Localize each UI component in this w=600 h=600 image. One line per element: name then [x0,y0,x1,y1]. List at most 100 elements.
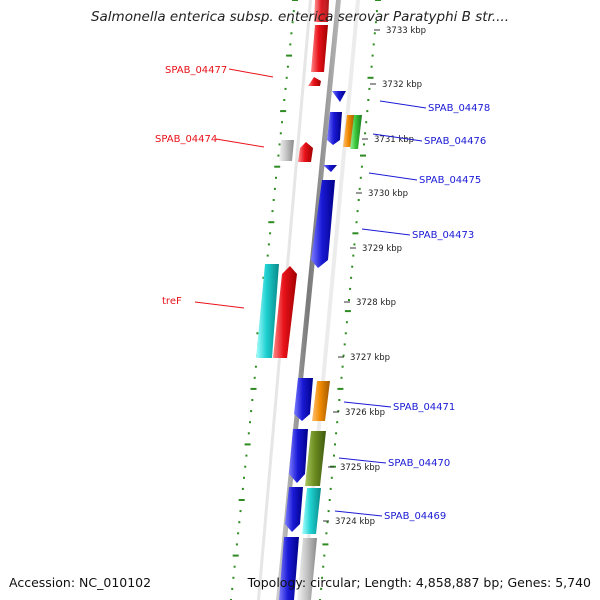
gc-dot [280,110,287,113]
gene-label[interactable]: SPAB_04476 [424,136,486,147]
gc-dot [322,543,329,546]
scale-tick-label: 3728 kbp [356,298,396,308]
gc-dot [333,454,335,457]
gene-arrow[interactable] [314,0,329,22]
gc-dot [237,532,240,535]
gc-dot [344,310,351,313]
gc-dot [277,154,280,157]
gc-dot [254,365,257,368]
gc-dot [343,343,346,346]
gene-leader-line [361,228,411,236]
gene-arrow[interactable] [279,140,294,161]
gc-dot [233,565,236,568]
gc-dot [328,499,331,501]
gene-arrow[interactable] [302,488,321,534]
gene-label[interactable]: SPAB_04475 [419,175,481,186]
gc-dot [367,99,370,101]
gene-arrow[interactable] [327,112,342,145]
gene-arrow[interactable] [294,378,313,421]
accession-info: Accession: NC_010102 [9,575,151,590]
gc-dot [241,487,244,490]
gc-dot [279,132,282,135]
gc-dot [344,332,347,335]
gene-leader-line [338,457,387,464]
gene-arrow[interactable] [311,25,328,72]
gc-dot [364,132,367,135]
gene-arrow[interactable] [332,91,346,102]
gene-label[interactable]: SPAB_04473 [412,230,474,241]
gc-dot [271,210,274,213]
accession-label: Accession: [9,575,76,590]
gene-leader-line [334,510,383,517]
gene-arrow[interactable] [312,381,330,421]
gene-label[interactable]: SPAB_04477 [165,65,227,76]
gc-dot [231,587,234,590]
genome-title: Salmonella enterica subsp. enterica sero… [90,9,510,25]
gene-arrow[interactable] [298,142,313,162]
gc-dot [327,510,330,513]
gene-leader-line [194,301,245,309]
gene-arrow[interactable] [285,487,303,532]
gc-dot [373,32,376,35]
genome-stats: Topology: circular; Length: 4,858,887 bp… [247,575,591,590]
gene-arrow[interactable] [323,165,337,172]
gc-dot [274,165,281,168]
gene-arrow[interactable] [289,429,308,483]
gc-dot [337,387,344,390]
gc-dot [374,21,377,24]
gene-arrow[interactable] [279,537,299,600]
gc-dot [238,499,245,501]
gc-dot [281,121,283,124]
gene-leader-line [379,100,427,109]
gene-arrow[interactable] [305,431,326,486]
gc-dot [371,54,374,57]
gc-dot [286,65,289,68]
gc-dot [292,0,298,1]
scale-tick-label: 3731 kbp [374,135,414,145]
gc-dot [337,410,340,413]
gc-dot [285,76,288,79]
scale-tick-label: 3733 kbp [386,26,426,36]
length-label: Length: [364,575,412,590]
gene-label[interactable]: treF [162,296,182,307]
gc-dot [342,354,345,357]
gc-dot [323,554,326,557]
gene-label[interactable]: SPAB_04469 [384,511,446,522]
gene-arrow[interactable] [350,115,362,149]
gc-dot [291,21,294,24]
gene-arrow[interactable] [297,538,317,600]
gene-label[interactable]: SPAB_04471 [393,402,455,413]
gc-dot [235,543,238,546]
gc-dot [321,576,324,579]
gc-dot [360,154,366,157]
accession-value: NC_010102 [79,575,152,590]
gc-skew-ring-outer [319,0,381,600]
gc-dot [353,243,356,246]
gene-arrow[interactable] [256,264,279,358]
gene-leader-line [368,172,418,181]
gc-dot [351,265,354,268]
gc-dot [368,87,371,90]
gene-leader-line [343,401,392,408]
gc-dot [322,565,325,568]
gene-leader-line [372,133,423,142]
gc-dot [334,443,336,446]
gc-dot [253,376,256,379]
scale-tick-label: 3725 kbp [340,463,380,473]
gc-dot [365,121,368,124]
scale-tick-label: 3724 kbp [335,517,375,527]
gc-dot [375,10,378,13]
gene-leader-line [215,138,265,148]
gene-arrow[interactable] [308,77,321,86]
gc-dot [320,587,323,590]
gene-arrow[interactable] [311,180,335,268]
gene-arrow[interactable] [273,266,297,358]
gc-dot [355,221,358,224]
gene-leader-line [228,68,274,78]
gene-label[interactable]: SPAB_04474 [155,134,217,145]
gc-dot [345,321,348,324]
gene-label[interactable]: SPAB_04470 [388,458,450,469]
gc-dot [238,521,241,524]
gene-label[interactable]: SPAB_04478 [428,103,490,114]
